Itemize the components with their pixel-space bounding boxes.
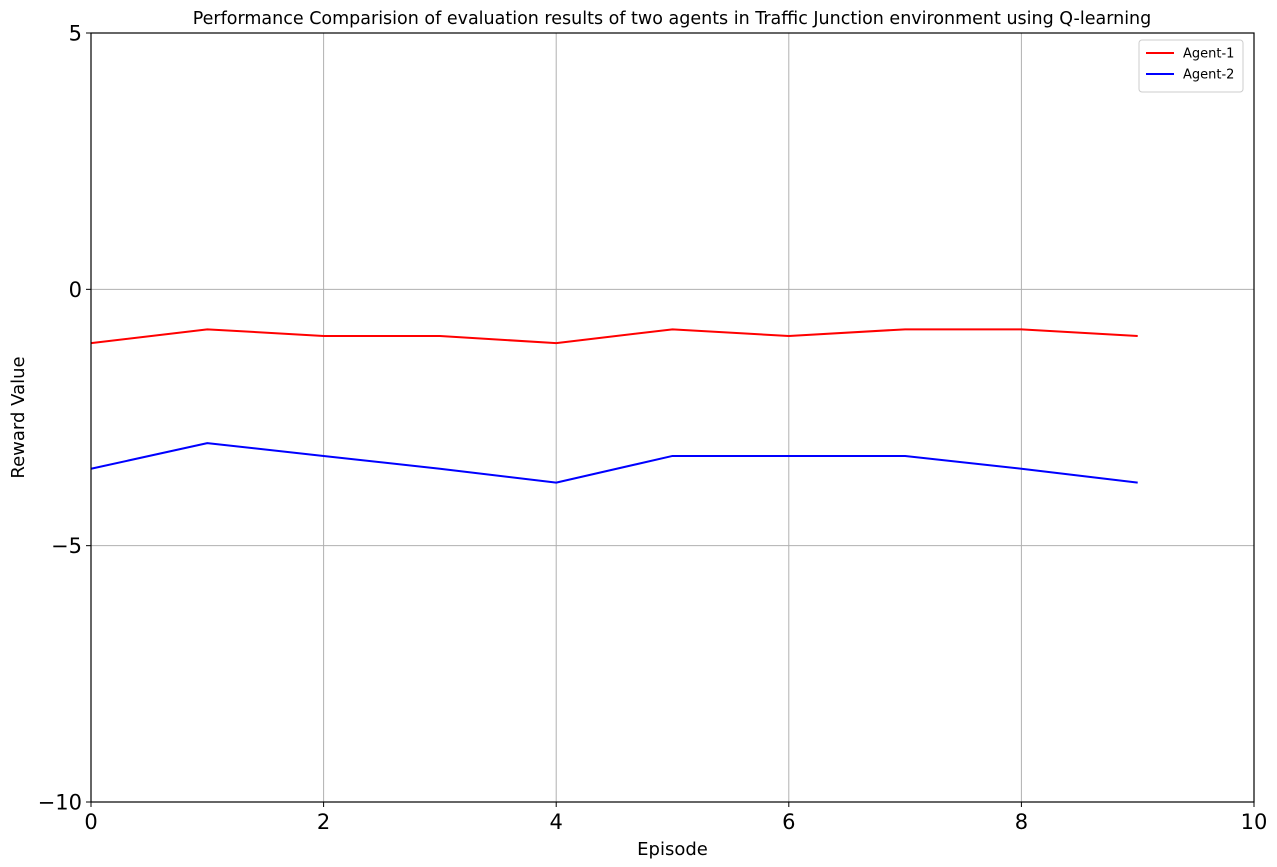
series-line-agent-2 [90, 442, 1138, 484]
ticks: 0 2 4 6 8 10 −10 −5 0 5 [38, 22, 1268, 835]
y-axis-label: Reward Value [8, 356, 29, 478]
x-tick-label: 10 [1241, 810, 1268, 834]
grid [90, 32, 1255, 803]
x-tick-label: 0 [84, 810, 97, 834]
series-line-agent-1 [90, 328, 1138, 345]
x-tick-label: 4 [550, 810, 563, 834]
x-tick-label: 8 [1015, 810, 1028, 834]
legend-label: Agent-1 [1183, 47, 1234, 62]
y-tick-label: −10 [38, 791, 82, 815]
legend: Agent-1 Agent-2 [1138, 39, 1244, 93]
legend-label: Agent-2 [1183, 68, 1234, 83]
x-tick-label: 6 [782, 810, 795, 834]
plot-frame [90, 32, 1255, 803]
x-tick-label: 2 [317, 810, 330, 834]
y-tick-label: −5 [51, 534, 82, 558]
y-tick-label: 0 [69, 278, 82, 302]
y-tick-label: 5 [69, 22, 82, 46]
x-axis-label: Episode [637, 839, 708, 860]
series-layer [90, 328, 1138, 484]
chart-title: Performance Comparision of evaluation re… [193, 9, 1152, 29]
